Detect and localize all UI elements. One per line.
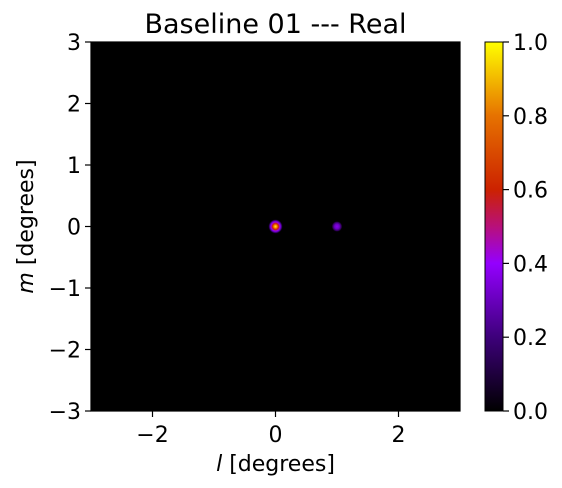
y-tick-label: −3 (49, 400, 81, 425)
x-tick-label: 0 (269, 423, 283, 448)
x-axis-unit: [degrees] (222, 452, 335, 477)
y-tick-label: 3 (67, 31, 81, 56)
colorbar-tick-label: 0.2 (513, 326, 548, 351)
chart-title: Baseline 01 --- Real (144, 9, 406, 40)
source-layer (268, 219, 343, 234)
y-axis-unit: [degrees] (14, 159, 39, 272)
x-axis-symbol: l (216, 452, 222, 477)
y-tick-label: 1 (67, 154, 81, 179)
source-point (268, 219, 283, 234)
colorbar-tick-label: 0.8 (513, 105, 548, 130)
source-point (331, 220, 343, 233)
colorbar-tick-label: 1.0 (513, 31, 548, 56)
y-axis-label: m [degrees] (14, 159, 39, 293)
colorbar-tick-label: 0.0 (513, 400, 548, 425)
y-axis-ticks: −3 −2 −1 0 1 2 3 (49, 31, 91, 425)
y-tick-label: 0 (67, 216, 81, 241)
colorbar-gradient (484, 41, 504, 412)
heatmap-plot-area (91, 42, 460, 411)
x-axis-ticks: −2 0 2 (136, 411, 406, 448)
y-tick-label: −1 (49, 277, 81, 302)
colorbar-tick-label: 0.4 (513, 252, 548, 277)
colorbar: 0.0 0.2 0.4 0.6 0.8 1.0 (484, 31, 548, 425)
y-tick-label: −2 (49, 339, 81, 364)
x-axis-label: l [degrees] (216, 452, 335, 477)
x-tick-label: −2 (136, 423, 168, 448)
y-tick-label: 2 (67, 93, 81, 118)
colorbar-ticks: 0.0 0.2 0.4 0.6 0.8 1.0 (503, 31, 548, 425)
y-axis-symbol: m (14, 272, 39, 293)
x-tick-label: 2 (392, 423, 406, 448)
colorbar-tick-label: 0.6 (513, 179, 548, 204)
